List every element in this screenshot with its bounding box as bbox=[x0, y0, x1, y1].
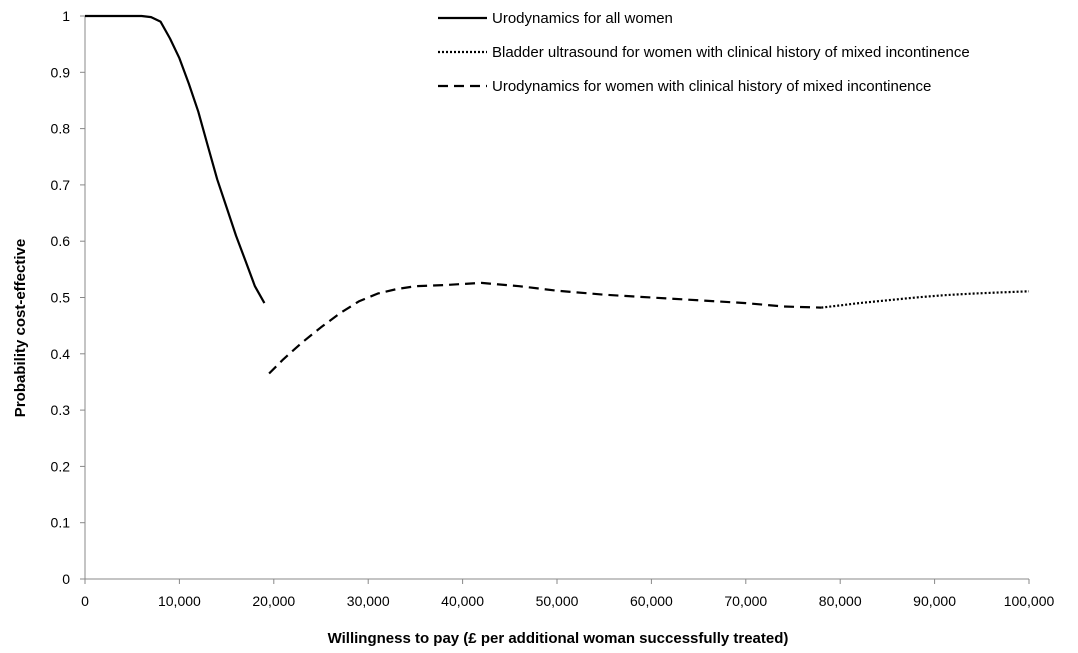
y-axis-ticks: 0 0.1 0.2 0.3 0.4 0.5 0.6 0.7 0.8 0.9 1 bbox=[51, 8, 85, 587]
x-tick-label: 40,000 bbox=[441, 593, 484, 609]
series-line-bladder-ultrasound-mixed bbox=[821, 290, 1030, 309]
x-tick-label: 20,000 bbox=[252, 593, 295, 609]
y-tick-label: 1 bbox=[62, 8, 70, 24]
x-tick-label: 0 bbox=[81, 593, 89, 609]
y-tick-label: 0.7 bbox=[51, 177, 71, 193]
legend: Urodynamics for all women Bladder ultraso… bbox=[438, 10, 970, 95]
axes bbox=[84, 16, 1029, 580]
y-tick-label: 0.5 bbox=[51, 290, 71, 306]
x-tick-label: 80,000 bbox=[819, 593, 862, 609]
x-axis-ticks: 0 10,000 20,000 30,000 40,000 50,000 60,000 70,… bbox=[81, 579, 1055, 609]
x-tick-label: 50,000 bbox=[536, 593, 579, 609]
series-line-urodynamics-all bbox=[85, 14, 266, 304]
x-tick-label: 70,000 bbox=[724, 593, 767, 609]
legend-label: Urodynamics for women with clinical hist… bbox=[492, 78, 931, 95]
x-tick-label: 30,000 bbox=[347, 593, 390, 609]
y-tick-label: 0.8 bbox=[51, 121, 71, 137]
series-lines bbox=[85, 14, 1030, 375]
x-tick-label: 10,000 bbox=[158, 593, 201, 609]
x-tick-label: 100,000 bbox=[1004, 593, 1055, 609]
x-tick-label: 90,000 bbox=[913, 593, 956, 609]
y-tick-label: 0.6 bbox=[51, 233, 71, 249]
series-line-urodynamics-mixed bbox=[268, 281, 822, 375]
y-tick-label: 0 bbox=[62, 571, 70, 587]
y-tick-label: 0.1 bbox=[51, 515, 71, 531]
legend-label: Bladder ultrasound for women with clinic… bbox=[492, 44, 970, 61]
legend-label: Urodynamics for all women bbox=[492, 10, 673, 27]
y-tick-label: 0.3 bbox=[51, 402, 71, 418]
x-axis-title: Willingness to pay (£ per additional wom… bbox=[328, 630, 789, 647]
y-tick-label: 0.2 bbox=[51, 458, 71, 474]
y-tick-label: 0.9 bbox=[51, 64, 71, 80]
x-tick-label: 60,000 bbox=[630, 593, 673, 609]
y-tick-label: 0.4 bbox=[51, 346, 71, 362]
y-axis-title: Probability cost-effective bbox=[12, 239, 29, 417]
